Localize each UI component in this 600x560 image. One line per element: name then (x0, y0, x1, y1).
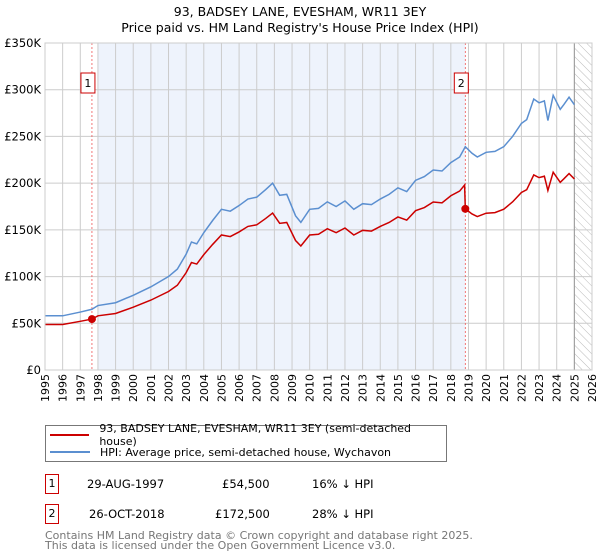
x-tick-label: 2023 (533, 374, 546, 402)
x-tick-label: 2025 (568, 374, 581, 402)
footer-copyright: Contains HM Land Registry data © Crown c… (45, 529, 473, 542)
price-chart: 1995 1996 1997 1998 1999 2000 2001 2002 2003 2004… (4, 36, 599, 402)
sale-label: 1 (84, 77, 91, 90)
y-tick-label: £300K (4, 83, 41, 97)
x-tick-label: 1995 (39, 374, 52, 402)
x-tick-label: 2003 (180, 374, 193, 402)
x-tick-label: 1997 (74, 374, 87, 402)
legend-item-hpi: HPI: Average price, semi-detached house,… (50, 444, 391, 460)
sale-label: 2 (458, 77, 465, 90)
sale-point (461, 204, 470, 213)
sale-date: 26-OCT-2018 (89, 507, 165, 521)
x-tick-label: 2011 (321, 374, 334, 402)
legend-swatch-property (50, 434, 90, 436)
x-tick-label: 2007 (251, 374, 264, 402)
sale-label-box (80, 72, 96, 94)
x-tick-label: 2021 (498, 374, 511, 402)
chart-subtitle: Price paid vs. HM Land Registry's House … (121, 20, 479, 35)
sale-price: £54,500 (222, 477, 270, 491)
x-tick-label: 2024 (551, 374, 564, 402)
sale-row-1: 1 29-AUG-1997 £54,500 16% ↓ HPI (45, 474, 465, 494)
y-tick-label: £0 (26, 363, 41, 377)
x-tick-label: 2000 (127, 374, 140, 402)
sale-diff: 28% ↓ HPI (312, 507, 374, 521)
plot-border (44, 42, 593, 371)
x-tick-label: 2017 (427, 374, 440, 402)
series-line-hpi (45, 93, 575, 317)
x-tick-label: 2009 (286, 374, 299, 402)
x-tick-label: 1996 (57, 374, 70, 402)
x-tick-label: 2002 (163, 374, 176, 402)
legend-label-hpi: HPI: Average price, semi-detached house,… (100, 445, 392, 459)
x-tick-label: 2019 (462, 374, 475, 402)
chart-title: 93, BADSEY LANE, EVESHAM, WR11 3EY (173, 4, 427, 19)
x-tick-label: 2008 (268, 374, 281, 402)
y-tick-label: £250K (4, 129, 41, 143)
forecast-hatch (574, 43, 592, 370)
x-tick-label: 2018 (445, 374, 458, 402)
sale-point (87, 315, 96, 324)
x-tick-label: 2026 (586, 374, 599, 402)
x-tick-label: 2010 (304, 374, 317, 402)
sale-marker: 1 (45, 474, 59, 494)
x-tick-label: 2001 (145, 374, 158, 402)
x-tick-label: 2013 (357, 374, 370, 402)
series-line-property (45, 170, 575, 326)
x-tick-label: 2016 (410, 374, 423, 402)
y-tick-label: £150K (4, 223, 41, 237)
x-tick-label: 2004 (198, 374, 211, 402)
x-tick-label: 2020 (480, 374, 493, 402)
sale-label-box (453, 72, 469, 94)
x-tick-label: 1998 (92, 374, 105, 402)
x-tick-label: 2015 (392, 374, 405, 402)
shaded-period (97, 43, 466, 370)
y-tick-label: £50K (12, 316, 42, 330)
legend-label-property: 93, BADSEY LANE, EVESHAM, WR11 3EY (semi… (99, 422, 412, 448)
x-tick-label: 1999 (110, 374, 123, 402)
sale-row-2: 2 26-OCT-2018 £172,500 28% ↓ HPI (45, 504, 465, 524)
x-tick-label: 2014 (374, 374, 387, 402)
sale-diff: 16% ↓ HPI (312, 477, 374, 491)
x-tick-label: 2022 (515, 374, 528, 402)
y-tick-label: £350K (4, 36, 41, 50)
x-tick-label: 2005 (215, 374, 228, 402)
sale-marker: 2 (45, 504, 59, 524)
sale-date: 29-AUG-1997 (87, 477, 165, 491)
legend-item-property: 93, BADSEY LANE, EVESHAM, WR11 3EY (semi… (50, 422, 446, 448)
footer-licence: This data is licensed under the Open Gov… (45, 539, 396, 552)
legend-swatch-hpi (50, 451, 90, 453)
x-tick-label: 2006 (233, 374, 246, 402)
y-tick-label: £200K (4, 176, 41, 190)
sale-price: £172,500 (215, 507, 270, 521)
legend: 93, BADSEY LANE, EVESHAM, WR11 3EY (semi… (45, 422, 447, 462)
x-tick-label: 2012 (339, 374, 352, 402)
y-tick-label: £100K (4, 270, 41, 284)
